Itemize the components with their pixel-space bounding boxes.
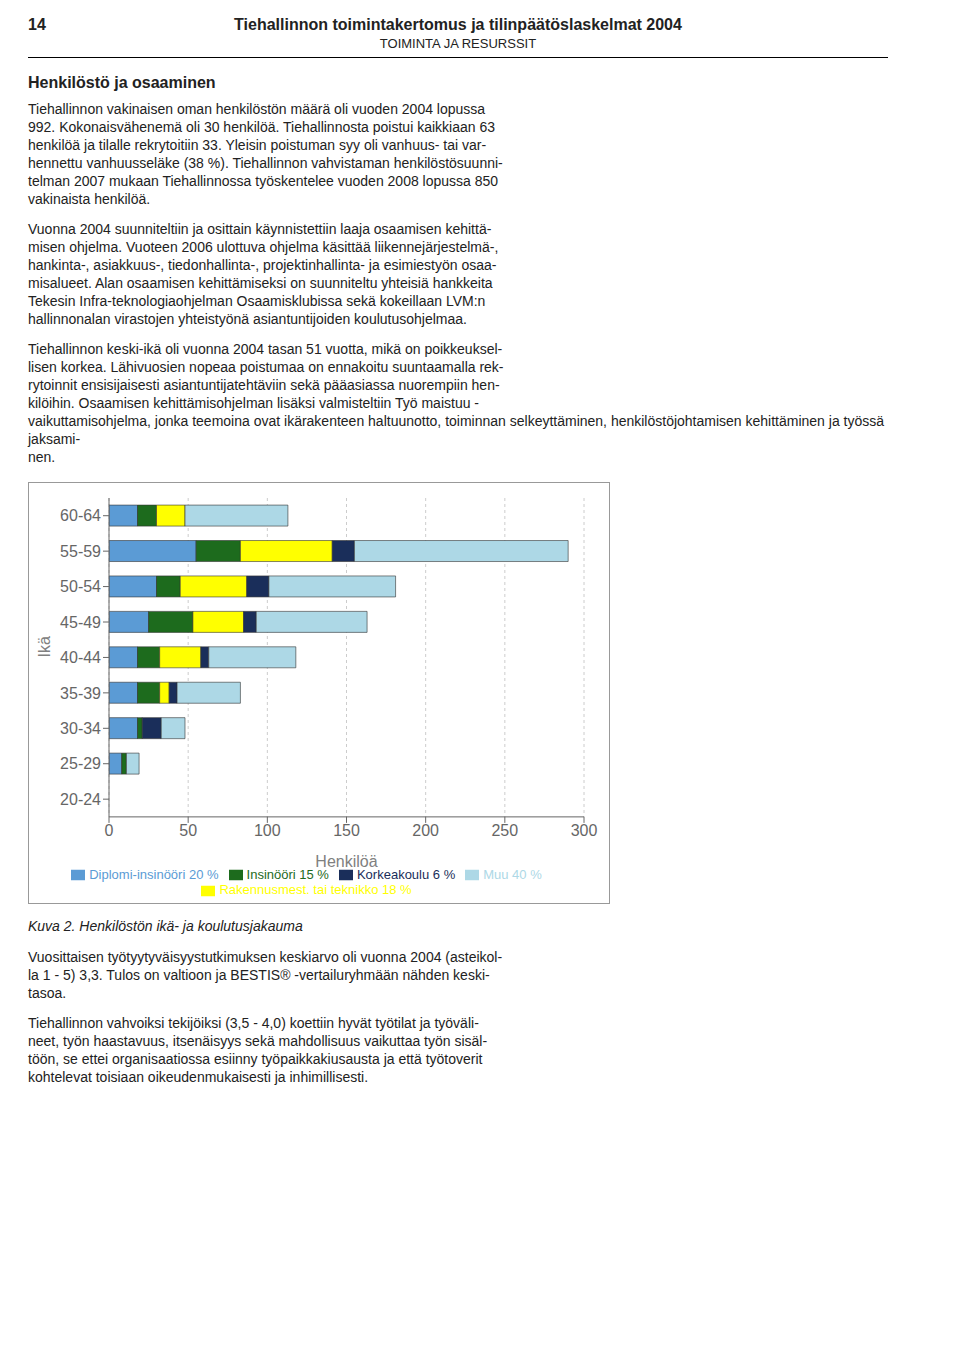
svg-text:300: 300 [571,822,598,839]
svg-text:250: 250 [491,822,518,839]
html-text:tasoa.: tasoa. [28,985,67,1001]
svg-text:Henkilöä: Henkilöä [315,853,377,870]
svg-text:60-64: 60-64 [60,507,101,524]
html-text:Tekesin Infra-teknologiaohjelm: Tekesin Infra-teknologiaohjelman Osaamis… [28,293,486,309]
html-text:kilöihin. Osaamisen kehittämis: kilöihin. Osaamisen kehittämisohjelman l… [28,395,479,411]
html-text:Tiehallinnon vakinaisen oman h: Tiehallinnon vakinaisen oman henkilöstön… [28,101,486,117]
svg-text:20-24: 20-24 [60,791,101,808]
svg-text:200: 200 [412,822,439,839]
svg-text:45-49: 45-49 [60,614,101,631]
html-text:vakinaista henkilöä.: vakinaista henkilöä. [28,191,151,207]
html-text:Diplomi-insinööri 20 %: Diplomi-insinööri 20 % [89,866,219,882]
html-text:lisen korkea. Lähivuosien nope: lisen korkea. Lähivuosien nopeaa poistum… [28,359,504,375]
html-text:hankinta-, asiakkuus-, tiedonh: hankinta-, asiakkuus-, tiedonhallinta-, … [28,257,497,273]
html-text:Tiehallinnon vahvoiksi tekijöi: Tiehallinnon vahvoiksi tekijöiksi (3,5 -… [28,1015,479,1031]
svg-text:100: 100 [254,822,281,839]
html-text:hennettu vanhuusseläke (38 %).: hennettu vanhuusseläke (38 %). Tiehallin… [28,155,503,171]
html-text:Rakennusmest. tai teknikko 18: Rakennusmest. tai teknikko 18 % [219,882,412,898]
html-text:henkilöä ja tilalle rekrytoiti: henkilöä ja tilalle rekrytoitiin 33. Yle… [28,137,487,153]
html-text:Henkilöstö ja osaaminen: Henkilöstö ja osaaminen [28,74,216,91]
html-text:Insinööri 15 %: Insinööri 15 % [246,866,329,882]
html-text:Korkeakoulu 6 %: Korkeakoulu 6 % [356,866,456,882]
html-text:14: 14 [28,16,46,33]
svg-text:150: 150 [333,822,360,839]
svg-text:25-29: 25-29 [60,755,101,772]
html-text:misen ohjelma. Vuoteen 2006 ul: misen ohjelma. Vuoteen 2006 ulottuva ohj… [28,239,499,255]
svg-text:50: 50 [179,822,197,839]
html-text:Tiehallinnon toimintakertomus: Tiehallinnon toimintakertomus ja tilinpä… [234,16,682,33]
html-text:Kuva 2. Henkilöstön ikä- ja ko: Kuva 2. Henkilöstön ikä- ja koulutusjaka… [28,918,303,934]
svg-text:0: 0 [105,822,114,839]
html-text:Muu 40 %: Muu 40 % [483,866,542,882]
html-text:telman 2007 mukaan Tiehallinno: telman 2007 mukaan Tiehallinnossa työske… [28,173,499,189]
svg-text:50-54: 50-54 [60,578,101,595]
html-text:rytoinnit ensisijaisesti asian: rytoinnit ensisijaisesti asiantuntijateh… [28,377,500,393]
svg-text:Ikä: Ikä [36,636,53,657]
svg-text:30-34: 30-34 [60,720,101,737]
svg-text:40-44: 40-44 [60,649,101,666]
html-text:992. Kokonaisvähenemä oli 30 h: 992. Kokonaisvähenemä oli 30 henkilöä. T… [28,119,495,135]
html-text:Tiehallinnon keski-ikä oli vuo: Tiehallinnon keski-ikä oli vuonna 2004 t… [28,341,503,357]
svg-text:35-39: 35-39 [60,685,101,702]
html-text:TOIMINTA JA RESURSSIT: TOIMINTA JA RESURSSIT [379,36,537,51]
html-text:la 1 - 5) 3,3. Tulos on valtio: la 1 - 5) 3,3. Tulos on valtioon ja BEST… [28,967,490,983]
html-text:vaikuttamisohjelma, jonka teem: vaikuttamisohjelma, jonka teemoina ovat … [28,413,884,447]
html-text:Vuosittaisen työtyytyväisyystu: Vuosittaisen työtyytyväisyystutkimuksen … [28,949,503,965]
html-text:töön, se ettei organisaatiossa: töön, se ettei organisaatiossa esiinny t… [28,1051,483,1067]
html-text:Vuonna 2004 suunniteltiin ja o: Vuonna 2004 suunniteltiin ja osittain kä… [28,221,492,237]
html-text:neet, työn haastavuus, itsenäi: neet, työn haastavuus, itsenäisyys sekä … [28,1033,488,1049]
html-text:hallinnonalan virastojen yhtei: hallinnonalan virastojen yhteistyönä asi… [28,311,467,327]
svg-text:55-59: 55-59 [60,543,101,560]
html-text:nen.: nen. [28,449,56,465]
html-text:kohtelevat toisiaan oikeudenmu: kohtelevat toisiaan oikeudenmukaisesti j… [28,1069,369,1085]
html-text:misalueet. Alan osaamisen kehi: misalueet. Alan osaamisen kehittämiseksi… [28,275,493,291]
